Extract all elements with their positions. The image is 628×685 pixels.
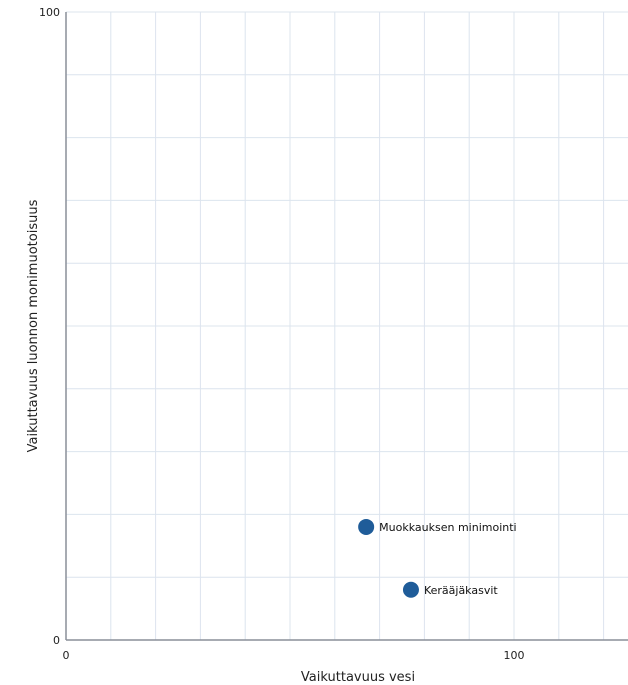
data-points: Muokkauksen minimointi Kerääjäkasvit [358, 518, 517, 598]
x-tick-label: 100 [504, 649, 525, 662]
y-axis-title: Vaikuttavuus luonnon monimuotoisuus [26, 199, 41, 452]
x-axis-title: Vaikuttavuus vesi [301, 670, 415, 685]
x-tick-label: 0 [63, 649, 70, 662]
grid-lines [66, 11, 628, 640]
y-tick-label: 100 [39, 6, 60, 19]
data-point-marker[interactable] [358, 518, 375, 535]
data-point[interactable]: Muokkauksen minimointi [358, 518, 517, 535]
y-tick-label: 0 [53, 634, 60, 647]
data-point-marker[interactable] [402, 581, 419, 598]
tick-labels: 0 100 0 100 [39, 6, 525, 662]
data-point[interactable]: Kerääjäkasvit [402, 581, 498, 598]
data-point-label: Kerääjäkasvit [424, 584, 498, 597]
data-point-label: Muokkauksen minimointi [379, 521, 516, 534]
